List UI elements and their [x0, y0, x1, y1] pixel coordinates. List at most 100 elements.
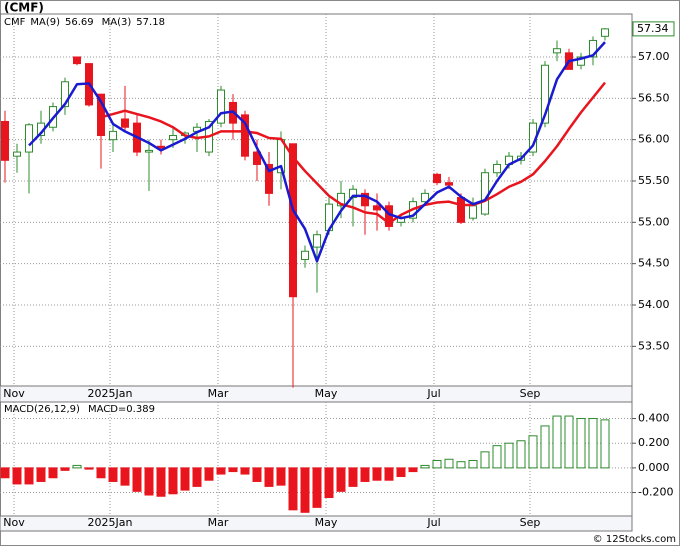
- y-tick-label: 54.00: [638, 298, 670, 311]
- macd-bar: [108, 467, 118, 482]
- macd-bar: [228, 467, 238, 473]
- y-tick-label: 54.50: [638, 257, 670, 270]
- y-tick-label: 0.000: [638, 461, 670, 474]
- macd-bar: [48, 467, 58, 479]
- macd-bar: [132, 467, 142, 492]
- candle-body: [1, 120, 9, 161]
- macd-bar: [408, 467, 418, 473]
- macd-bar: [288, 467, 298, 511]
- x-tick-label: Nov: [3, 516, 25, 529]
- y-tick-label: -0.200: [638, 486, 673, 499]
- candle-body: [421, 192, 429, 203]
- macd-bar: [24, 467, 34, 485]
- macd-bar: [144, 467, 154, 496]
- x-tick-label: 2025Jan: [88, 387, 133, 400]
- candle-body: [577, 56, 585, 66]
- candle-body: [289, 143, 297, 298]
- candle-body: [301, 250, 309, 261]
- macd-bar: [600, 419, 610, 469]
- candle-body: [445, 182, 453, 186]
- candle-body: [241, 114, 249, 157]
- macd-bar: [456, 461, 466, 469]
- macd-bar: [60, 467, 70, 471]
- macd-bar: [168, 467, 178, 495]
- x-tick-label: May: [315, 387, 338, 400]
- candle-body: [313, 234, 321, 248]
- ma-line: [28, 41, 606, 263]
- macd-bar: [300, 467, 310, 513]
- macd-bar: [96, 467, 106, 479]
- candle-body: [109, 130, 117, 141]
- candle-body: [601, 28, 609, 37]
- macd-bar: [432, 459, 442, 469]
- macd-bar: [156, 467, 166, 497]
- y-tick-label: 53.50: [638, 339, 670, 352]
- candle-body: [121, 118, 129, 128]
- y-tick-label: 57.00: [638, 50, 670, 63]
- x-tick-label: Mar: [208, 387, 229, 400]
- legend-value: 57.18: [136, 17, 165, 28]
- y-tick-label: 56.50: [638, 91, 670, 104]
- candle-body: [589, 39, 597, 58]
- x-tick-label: Sep: [520, 516, 541, 529]
- macd-bar: [72, 464, 82, 469]
- macd-bar: [372, 467, 382, 481]
- candle-body: [97, 93, 105, 137]
- macd-bar: [384, 467, 394, 481]
- x-tick-label: Jul: [426, 516, 440, 529]
- ma-line: [100, 81, 606, 225]
- candle-body: [265, 163, 273, 194]
- macd-bar: [312, 467, 322, 508]
- macd-bar: [504, 442, 514, 469]
- candle-body: [25, 124, 33, 153]
- macd-bar: [516, 440, 526, 469]
- candle-body: [253, 151, 261, 165]
- x-axis-band: [0, 515, 633, 532]
- macd-bar: [84, 467, 94, 470]
- macd-bar: [12, 467, 22, 485]
- macd-bar: [480, 451, 490, 469]
- candle-body: [457, 197, 465, 223]
- macd-bar: [276, 467, 286, 486]
- candle-body: [73, 56, 81, 65]
- candle-body: [433, 173, 441, 184]
- macd-bar: [552, 415, 562, 469]
- legend-entry: MA(9): [30, 17, 60, 28]
- chart-title: (CMF): [4, 1, 44, 15]
- price-tag: [632, 21, 675, 37]
- macd-bar: [324, 467, 334, 498]
- y-tick-label: 56.00: [638, 133, 670, 146]
- candle-body: [61, 81, 69, 108]
- candle-body: [481, 172, 489, 215]
- macd-bar: [252, 467, 262, 482]
- macd-bar: [540, 425, 550, 469]
- macd-bar: [396, 467, 406, 478]
- candle-body: [13, 151, 21, 157]
- candle-body: [337, 192, 345, 207]
- macd-bar: [492, 445, 502, 469]
- candle-body: [493, 163, 501, 174]
- y-tick-label: 55.50: [638, 174, 670, 187]
- x-tick-label: May: [315, 516, 338, 529]
- macd-bar: [576, 418, 586, 469]
- macd-bar: [444, 458, 454, 469]
- candle-body: [217, 89, 225, 124]
- panel-subtitle: MACD=0.389: [88, 404, 155, 415]
- candle-body: [361, 192, 369, 207]
- x-tick-label: 2025Jan: [88, 516, 133, 529]
- candle-body: [145, 149, 153, 153]
- macd-bar: [240, 467, 250, 475]
- macd-bar: [36, 467, 46, 482]
- macd-bar: [216, 467, 226, 475]
- y-tick-label: 0.200: [638, 436, 670, 449]
- price-tag-label: 57.34: [637, 22, 669, 35]
- panel-title: MACD(26,12,9): [4, 404, 80, 415]
- macd-bar: [468, 459, 478, 469]
- legend-entry: MA(3): [102, 17, 132, 28]
- y-tick-label: 0.400: [638, 412, 670, 425]
- y-tick-label: 55.00: [638, 215, 670, 228]
- legend-entry: CMF: [4, 17, 26, 28]
- macd-bar: [336, 467, 346, 492]
- macd-bar: [192, 467, 202, 487]
- x-tick-label: Sep: [520, 387, 541, 400]
